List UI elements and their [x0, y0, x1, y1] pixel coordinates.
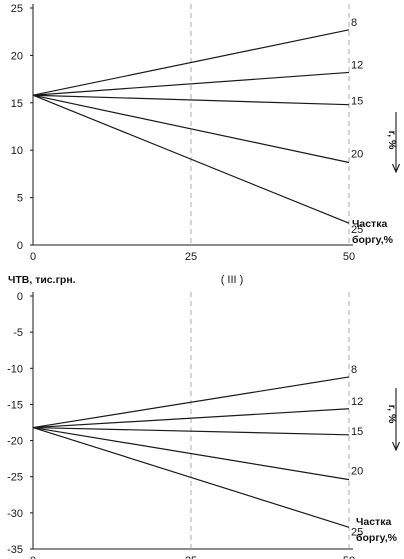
top-y-tick-label: 15 — [11, 98, 23, 110]
top-x-note-line: боргу,% — [352, 234, 394, 246]
top-y-tick-label: 10 — [11, 145, 23, 157]
top-series-label-25: 25 — [351, 224, 363, 236]
panel-label: ( III ) — [221, 274, 244, 286]
top-chart: 0 5 10 15 20 25 0 25 50 8 12 15 20 25 r, % Частка боргу,… — [11, 3, 401, 263]
bottom-series-label-25: 25 — [351, 526, 363, 538]
bottom-series-line-25 — [32, 426, 350, 528]
bottom-series-label-15: 15 — [351, 426, 363, 438]
bottom-x-note-line: боргу,% — [356, 532, 398, 544]
top-y-tick-label: 0 — [17, 240, 23, 252]
bottom-y-tick-label: -25 — [7, 472, 23, 484]
bottom-series-label-12: 12 — [351, 396, 363, 408]
top-x-tick-label: 0 — [30, 251, 36, 263]
bottom-series-label-20: 20 — [351, 466, 363, 478]
bottom-series-line-20 — [32, 426, 350, 481]
bottom-y-tick-label: -20 — [7, 436, 23, 448]
top-series-label-8: 8 — [351, 17, 357, 29]
top-series-line-15 — [32, 94, 350, 106]
bottom-series-label-8: 8 — [351, 364, 357, 376]
bottom-series-line-15 — [32, 426, 350, 436]
bottom-y-tick-label: -10 — [7, 363, 23, 375]
top-series-label-15: 15 — [351, 96, 363, 108]
bottom-chart: 0 -5 -10 -15 -20 -25 -30 -35 0 25 50 8 12 15 20 25 r, % Ч… — [7, 291, 401, 559]
top-rate-arrowhead-icon — [391, 163, 401, 174]
top-series-line-8 — [32, 29, 350, 96]
bottom-y-tick-label: 0 — [17, 291, 23, 303]
top-series-line-25 — [32, 94, 350, 224]
bottom-x-note-line: Частка — [356, 516, 391, 528]
bottom-series-line-8 — [32, 376, 350, 429]
bottom-x-tick-label: 50 — [343, 555, 355, 559]
bottom-series-line-12 — [32, 408, 350, 429]
top-x-tick-label: 50 — [343, 251, 355, 263]
top-y-tick-label: 25 — [11, 3, 23, 15]
bottom-x-tick-label: 25 — [185, 555, 197, 559]
y-axis-title: ЧТВ, тис.грн. — [8, 274, 76, 286]
top-series-line-20 — [32, 94, 350, 164]
top-rate-label: r, % — [386, 131, 398, 150]
top-y-tick-label: 5 — [17, 193, 23, 205]
top-x-note-line: Частка — [352, 218, 387, 230]
bottom-y-tick-label: -5 — [13, 327, 23, 339]
bottom-rate-arrowhead-icon — [391, 441, 401, 452]
top-series-label-12: 12 — [351, 59, 363, 71]
bottom-y-tick-label: -15 — [7, 399, 23, 411]
bottom-rate-label: r, % — [386, 405, 398, 424]
bottom-x-tick-label: 0 — [30, 555, 36, 559]
top-series-line-12 — [32, 71, 350, 96]
top-x-tick-label: 25 — [185, 251, 197, 263]
top-series-label-20: 20 — [351, 149, 363, 161]
bottom-y-tick-label: -30 — [7, 508, 23, 520]
bottom-y-tick-label: -35 — [7, 544, 23, 556]
top-y-tick-label: 20 — [11, 50, 23, 62]
